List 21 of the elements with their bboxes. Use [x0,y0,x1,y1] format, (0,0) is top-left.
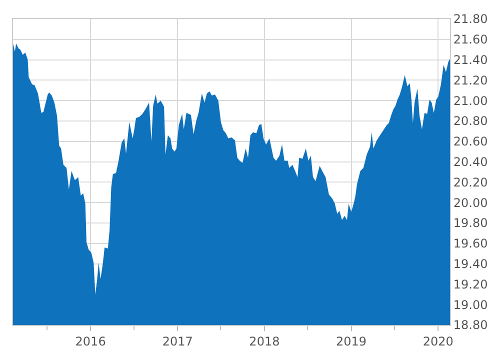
y-tick-label: 20.40 [453,155,488,169]
y-tick-label: 20.80 [453,114,488,128]
x-tick-label: 2016 [75,334,106,348]
x-tick-label: 2017 [162,334,193,348]
y-tick-label: 18.80 [453,318,488,332]
y-tick-label: 19.60 [453,236,488,251]
y-tick-label: 21.20 [453,73,488,88]
y-tick-label: 19.80 [453,216,488,230]
y-tick-label: 21.00 [453,94,488,108]
y-tick-label: 20.20 [453,175,488,190]
y-tick-label: 19.40 [453,257,488,271]
y-tick-label: 21.80 [453,12,488,26]
y-tick-label: 20.00 [453,196,488,210]
y-tick-label: 19.00 [453,298,488,312]
x-tick-label: 2020 [422,334,454,348]
x-tick-label: 2019 [336,334,367,348]
y-tick-label: 20.60 [453,134,488,149]
x-tick-label: 2018 [249,334,280,348]
y-tick-label: 21.40 [453,53,488,67]
y-tick-label: 21.60 [453,32,488,47]
y-tick-label: 19.20 [453,277,488,292]
